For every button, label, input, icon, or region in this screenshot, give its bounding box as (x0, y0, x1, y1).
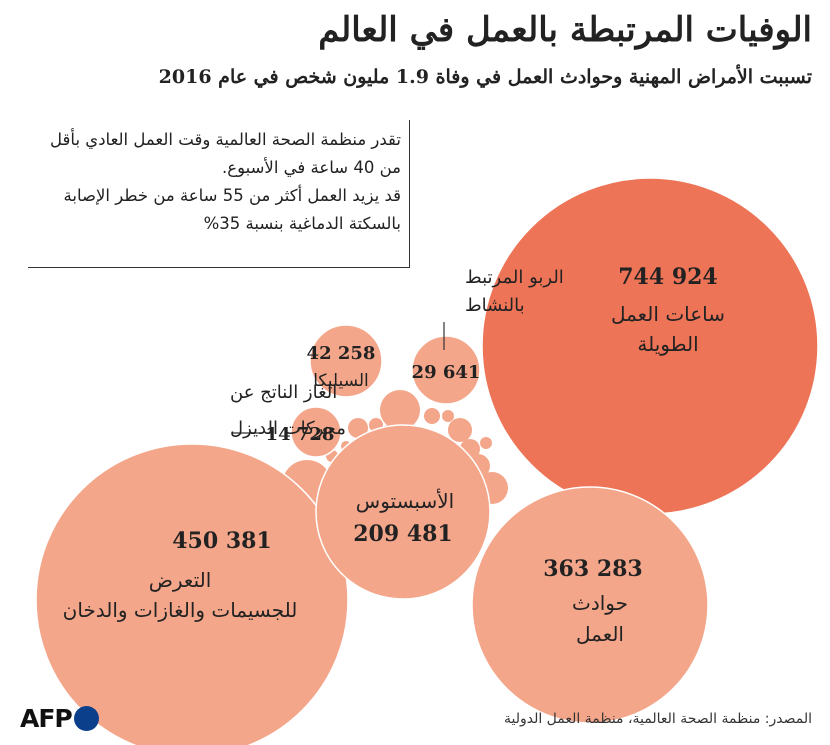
bubble-labels: 744 924 ساعات العمل الطويلة 450 381 التعرض لل… (63, 264, 725, 646)
note-line-1: تقدر منظمة الصحة العالمية وقت العمل العا… (50, 130, 401, 177)
bubble-name-accidents: حوادث العمل (572, 591, 628, 646)
bubble-name-asbestos: الأسبستوس (356, 489, 454, 513)
bubble-name-particulate: التعرض للجسيمات والغازات والدخان (63, 568, 298, 622)
decorative-bubble (448, 418, 472, 442)
label-asthma-line: بالنشاط (465, 295, 525, 316)
bubble-value-accidents: 363 283 (543, 556, 643, 582)
bubble-value-asthma: 29 641 (412, 362, 481, 383)
chart-subtitle: تسببت الأمراض المهنية وحوادث العمل في وف… (158, 66, 812, 88)
bubble-silica (309, 324, 383, 398)
label-diesel-line: محركات الديزل (230, 418, 346, 439)
afp-logo-text: AFP (20, 703, 73, 733)
chart-title: الوفيات المرتبطة بالعمل في العالم (318, 10, 812, 50)
label-diesel: الغاز الناتج عن محركات الديزل (230, 382, 346, 439)
decorative-bubble (380, 390, 420, 430)
bubble-name-line: الطويلة (637, 332, 698, 356)
info-note: تقدر منظمة الصحة العالمية وقت العمل العا… (28, 120, 410, 268)
decorative-bubble (424, 408, 440, 424)
bubble-name-line: العمل (576, 622, 624, 646)
bubble-name-line: التعرض (149, 568, 212, 592)
bubble-name-long-hours: ساعات العمل الطويلة (611, 302, 725, 356)
bubble-name-line: للجسيمات والغازات والدخان (63, 598, 298, 622)
decorative-bubble (348, 418, 368, 438)
bubble-value-long-hours: 744 924 (618, 264, 718, 290)
bubble-name-line: ساعات العمل (611, 302, 725, 326)
source-note: المصدر: منظمة الصحة العالمية، منظمة العم… (503, 711, 812, 727)
bubble-accidents (471, 486, 709, 724)
bubble-value-silica: 42 258 (307, 343, 376, 364)
leader-lines (232, 322, 445, 434)
decorative-bubble (480, 437, 492, 449)
afp-logo: AFP (20, 703, 99, 733)
data-bubbles (35, 177, 819, 745)
bubble-asbestos (315, 424, 491, 600)
bubble-asthma (411, 335, 481, 405)
label-diesel-line: الغاز الناتج عن (230, 382, 337, 403)
bubble-name-silica: السيليكا (313, 371, 369, 391)
label-asthma-line: الربو المرتبط (465, 267, 564, 288)
bubble-value-diesel: 14 728 (266, 424, 335, 445)
decorative-bubble (442, 410, 454, 422)
bubble-diesel (290, 406, 342, 458)
note-line-2: قد يزيد العمل أكثر من 55 ساعة من خطر الإ… (63, 186, 401, 233)
bubble-name-line: حوادث (572, 591, 628, 615)
label-asthma: الربو المرتبط بالنشاط (465, 267, 564, 316)
afp-logo-dot (73, 705, 99, 731)
bubble-particulate (35, 443, 349, 745)
bubble-value-particulate: 450 381 (172, 528, 272, 554)
bubble-value-asbestos: 209 481 (353, 521, 453, 547)
